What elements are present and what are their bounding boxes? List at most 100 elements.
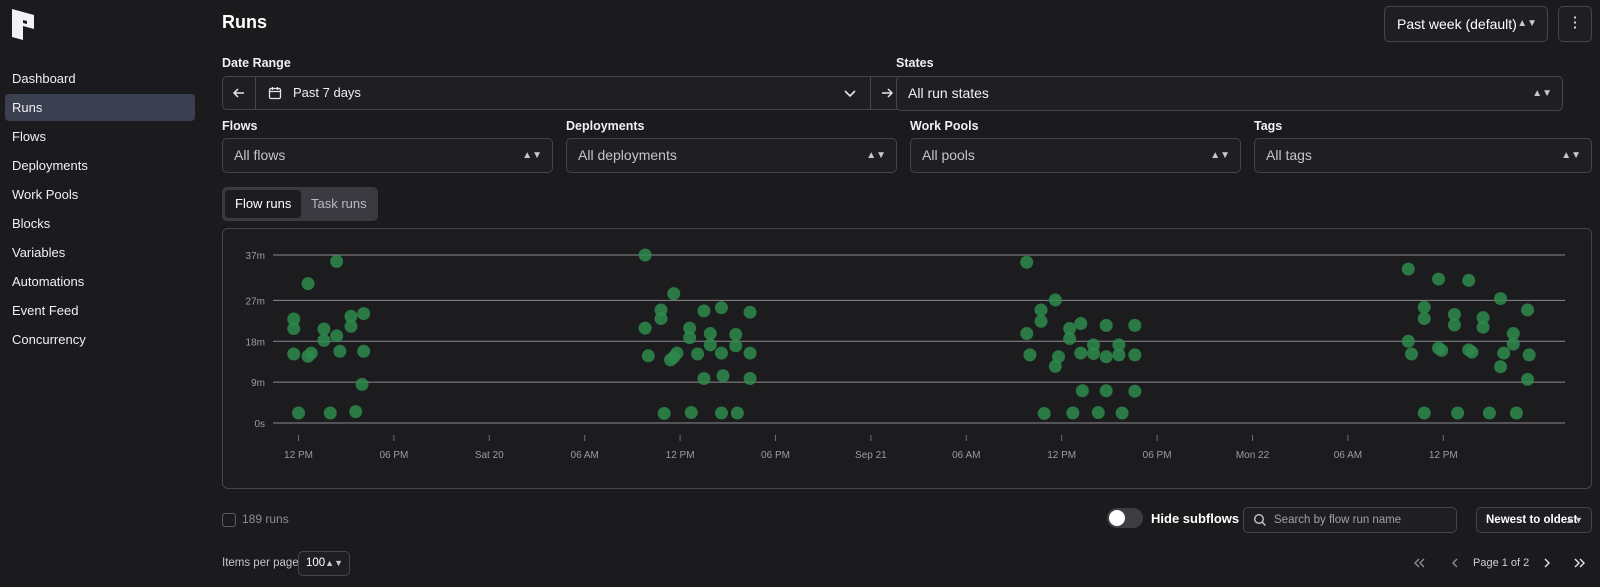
hide-subflows-toggle[interactable] [1107,508,1143,528]
flow-run-point[interactable] [743,305,757,319]
flow-run-point[interactable] [357,307,371,321]
sidebar-item-work-pools[interactable]: Work Pools [12,187,79,202]
flow-run-point[interactable] [1417,312,1431,326]
more-menu-button[interactable]: ⋮ [1558,6,1592,42]
flow-run-point[interactable] [1128,384,1142,398]
sidebar-item-deployments[interactable]: Deployments [12,158,88,173]
sidebar-item-flows[interactable]: Flows [12,129,46,144]
flow-run-point[interactable] [1020,255,1034,269]
flow-run-point[interactable] [657,406,671,420]
flow-run-point[interactable] [1447,318,1461,332]
previous-range-button[interactable] [223,77,256,109]
flow-run-point[interactable] [667,287,681,301]
flow-run-point[interactable] [1034,303,1048,317]
flow-run-point[interactable] [638,248,652,262]
flow-run-point[interactable] [287,347,301,361]
flow-run-point[interactable] [1476,311,1490,325]
states-select[interactable]: All run states ▲▼ [896,76,1563,111]
flow-run-point[interactable] [743,372,757,386]
sidebar-item-automations[interactable]: Automations [12,274,85,289]
flow-run-point[interactable] [1091,406,1105,420]
flow-run-point[interactable] [691,347,705,361]
flow-run-point[interactable] [292,406,305,420]
flow-run-point[interactable] [1521,303,1535,317]
flow-run-point[interactable] [1037,406,1051,420]
flow-run-point[interactable] [1494,360,1508,374]
flow-run-point[interactable] [317,322,331,336]
flow-run-point[interactable] [1476,320,1490,334]
flow-run-point[interactable] [683,331,697,345]
flow-run-point[interactable] [1522,348,1536,362]
flow-run-point[interactable] [1020,327,1034,341]
flow-run-point[interactable] [1099,384,1113,398]
flow-run-point[interactable] [714,406,728,420]
flow-run-point[interactable] [1128,318,1142,332]
flow-run-point[interactable] [703,338,717,352]
flow-run-point[interactable] [1506,327,1520,341]
flow-run-point[interactable] [1112,348,1126,362]
flow-run-point[interactable] [670,346,684,360]
sidebar-item-runs[interactable]: Runs [5,94,195,121]
tab-flow-runs[interactable]: Flow runs [225,190,302,218]
flow-run-point[interactable] [641,349,655,363]
flow-run-point[interactable] [1521,372,1535,386]
flows-select[interactable]: All flows ▲▼ [222,138,553,173]
select-all-checkbox[interactable] [222,513,236,527]
flow-run-point[interactable] [344,319,358,333]
flow-run-point[interactable] [304,346,318,360]
flow-run-point[interactable] [730,406,744,420]
flow-run-point[interactable] [1023,348,1037,362]
sidebar-item-blocks[interactable]: Blocks [12,216,51,231]
flow-run-point[interactable] [1063,322,1077,336]
flow-run-point[interactable] [1052,350,1066,364]
flow-run-point[interactable] [714,346,728,360]
sidebar-item-variables[interactable]: Variables [12,245,66,260]
flow-run-point[interactable] [1417,300,1431,314]
flow-run-point[interactable] [1509,406,1523,420]
flow-run-point[interactable] [357,344,371,358]
flow-run-point[interactable] [1447,307,1461,321]
flow-run-point[interactable] [714,301,728,315]
flow-run-point[interactable] [1075,384,1089,398]
last-page-button[interactable] [1573,556,1587,572]
flow-run-point[interactable] [1401,334,1415,348]
flow-run-point[interactable] [287,312,301,326]
flow-run-point[interactable] [1128,348,1142,362]
flow-run-point[interactable] [683,321,697,335]
flow-run-point[interactable] [349,405,363,419]
flow-run-point[interactable] [301,277,315,291]
flow-run-point[interactable] [1482,406,1496,420]
flow-run-point[interactable] [1494,292,1508,306]
flow-run-point[interactable] [1401,262,1415,276]
flow-run-point[interactable] [333,344,347,358]
search-input[interactable] [1274,508,1452,532]
flow-run-point[interactable] [323,406,337,420]
flow-run-point[interactable] [1451,406,1465,420]
flow-run-point[interactable] [1099,350,1113,364]
flow-run-point[interactable] [638,321,652,335]
flow-run-point[interactable] [1063,332,1077,346]
flow-run-point[interactable] [1099,318,1113,332]
next-range-button[interactable] [870,77,903,109]
flow-run-point[interactable] [729,327,743,341]
items-per-page-select[interactable]: 100 ▲▼ [298,551,350,576]
prefect-logo-icon[interactable] [12,9,34,41]
first-page-button[interactable] [1412,556,1426,572]
flow-run-point[interactable] [330,254,344,268]
flow-run-point[interactable] [317,333,331,347]
flow-run-point[interactable] [1112,338,1126,352]
flow-run-point[interactable] [1115,406,1129,420]
flow-run-point[interactable] [1074,346,1088,360]
sidebar-item-event-feed[interactable]: Event Feed [12,303,79,318]
flow-run-point[interactable] [654,312,668,326]
flow-run-point[interactable] [1417,406,1431,420]
flow-run-point[interactable] [716,369,730,383]
time-range-select[interactable]: Past week (default) ▲▼ [1384,6,1548,42]
flow-run-point[interactable] [1048,293,1062,307]
flow-run-point[interactable] [330,329,344,343]
tags-select[interactable]: All tags ▲▼ [1254,138,1592,173]
flow-run-point[interactable] [729,339,743,353]
previous-page-button[interactable] [1448,556,1462,572]
sort-select[interactable]: Newest to oldest ▲▼ [1476,507,1592,533]
flow-run-point[interactable] [697,304,711,318]
